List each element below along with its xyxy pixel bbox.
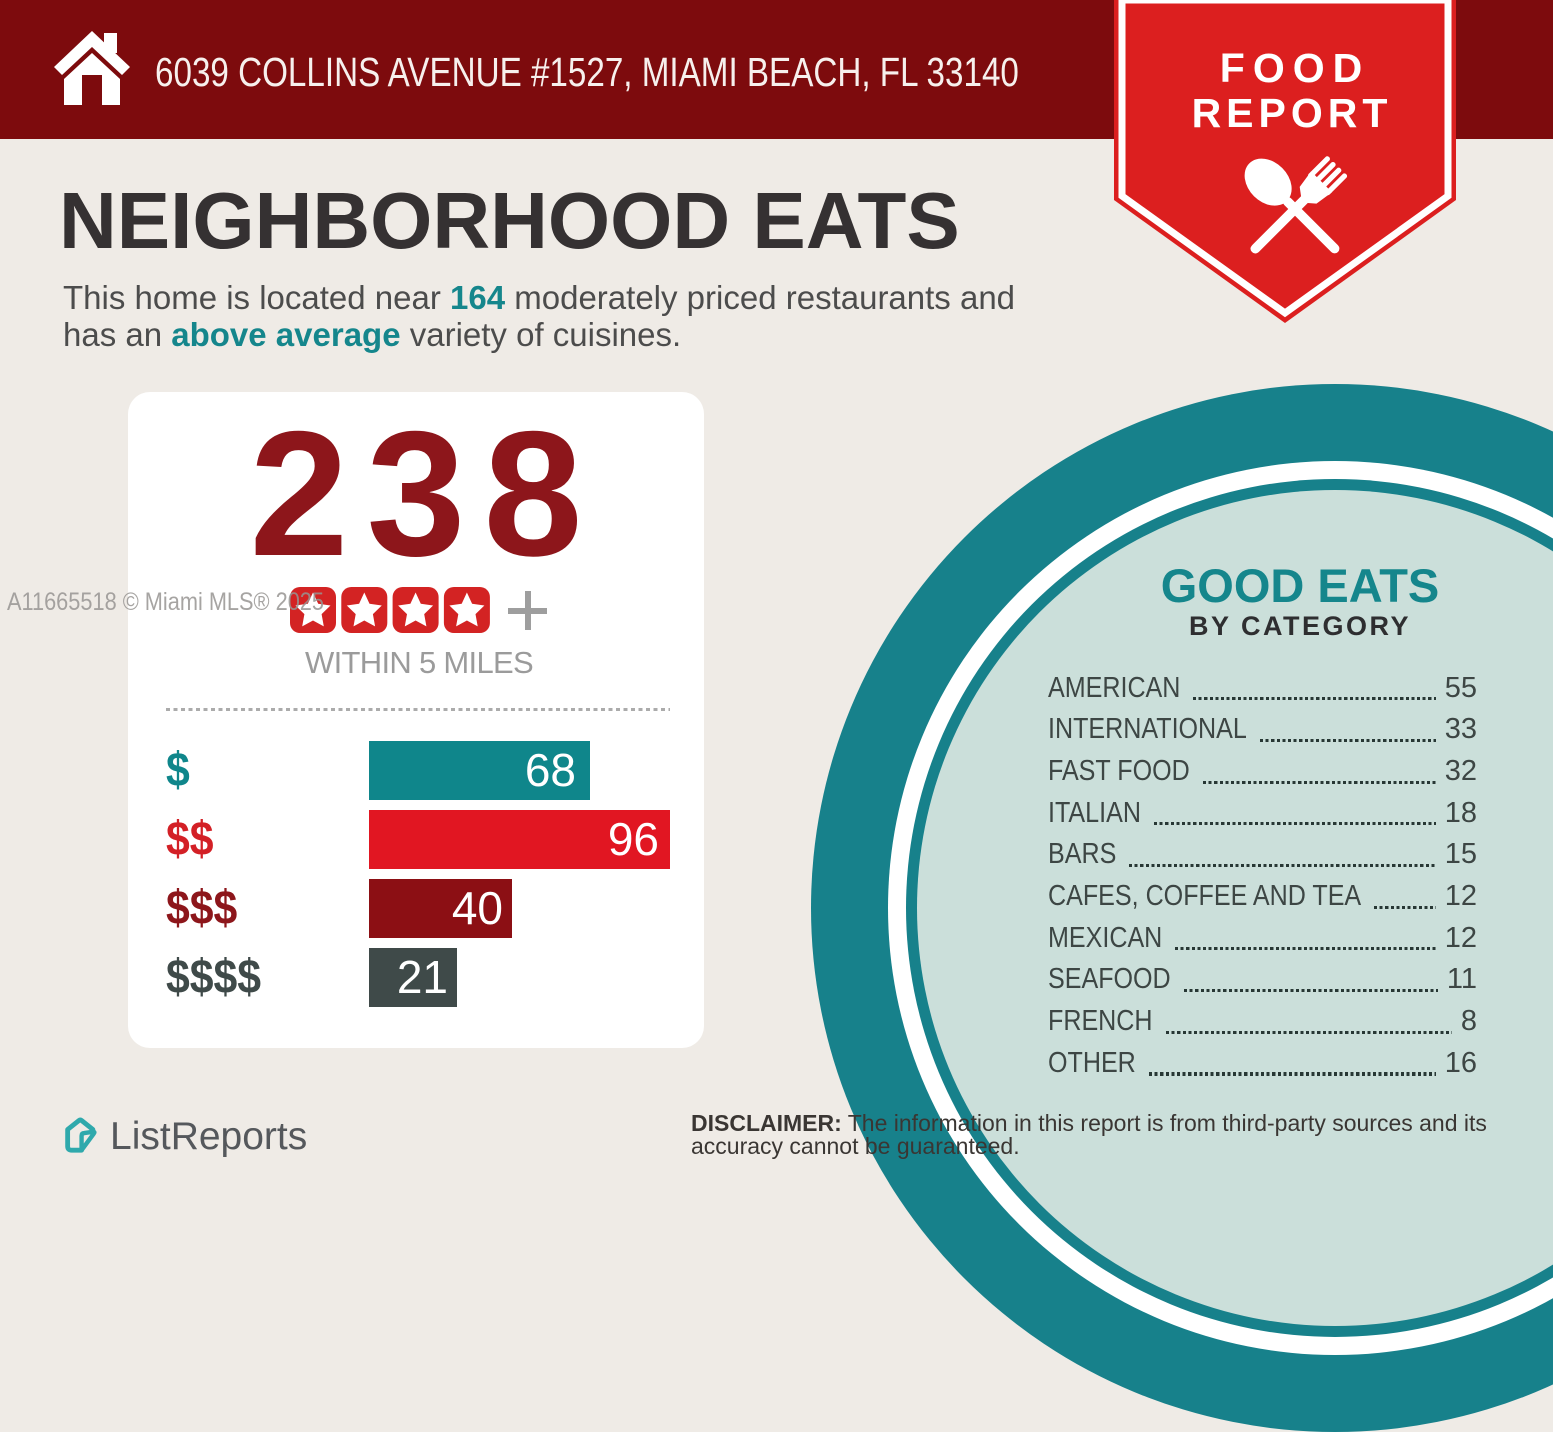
svg-text:REPORT: REPORT bbox=[1192, 90, 1393, 136]
svg-text:FOOD: FOOD bbox=[1220, 45, 1370, 91]
